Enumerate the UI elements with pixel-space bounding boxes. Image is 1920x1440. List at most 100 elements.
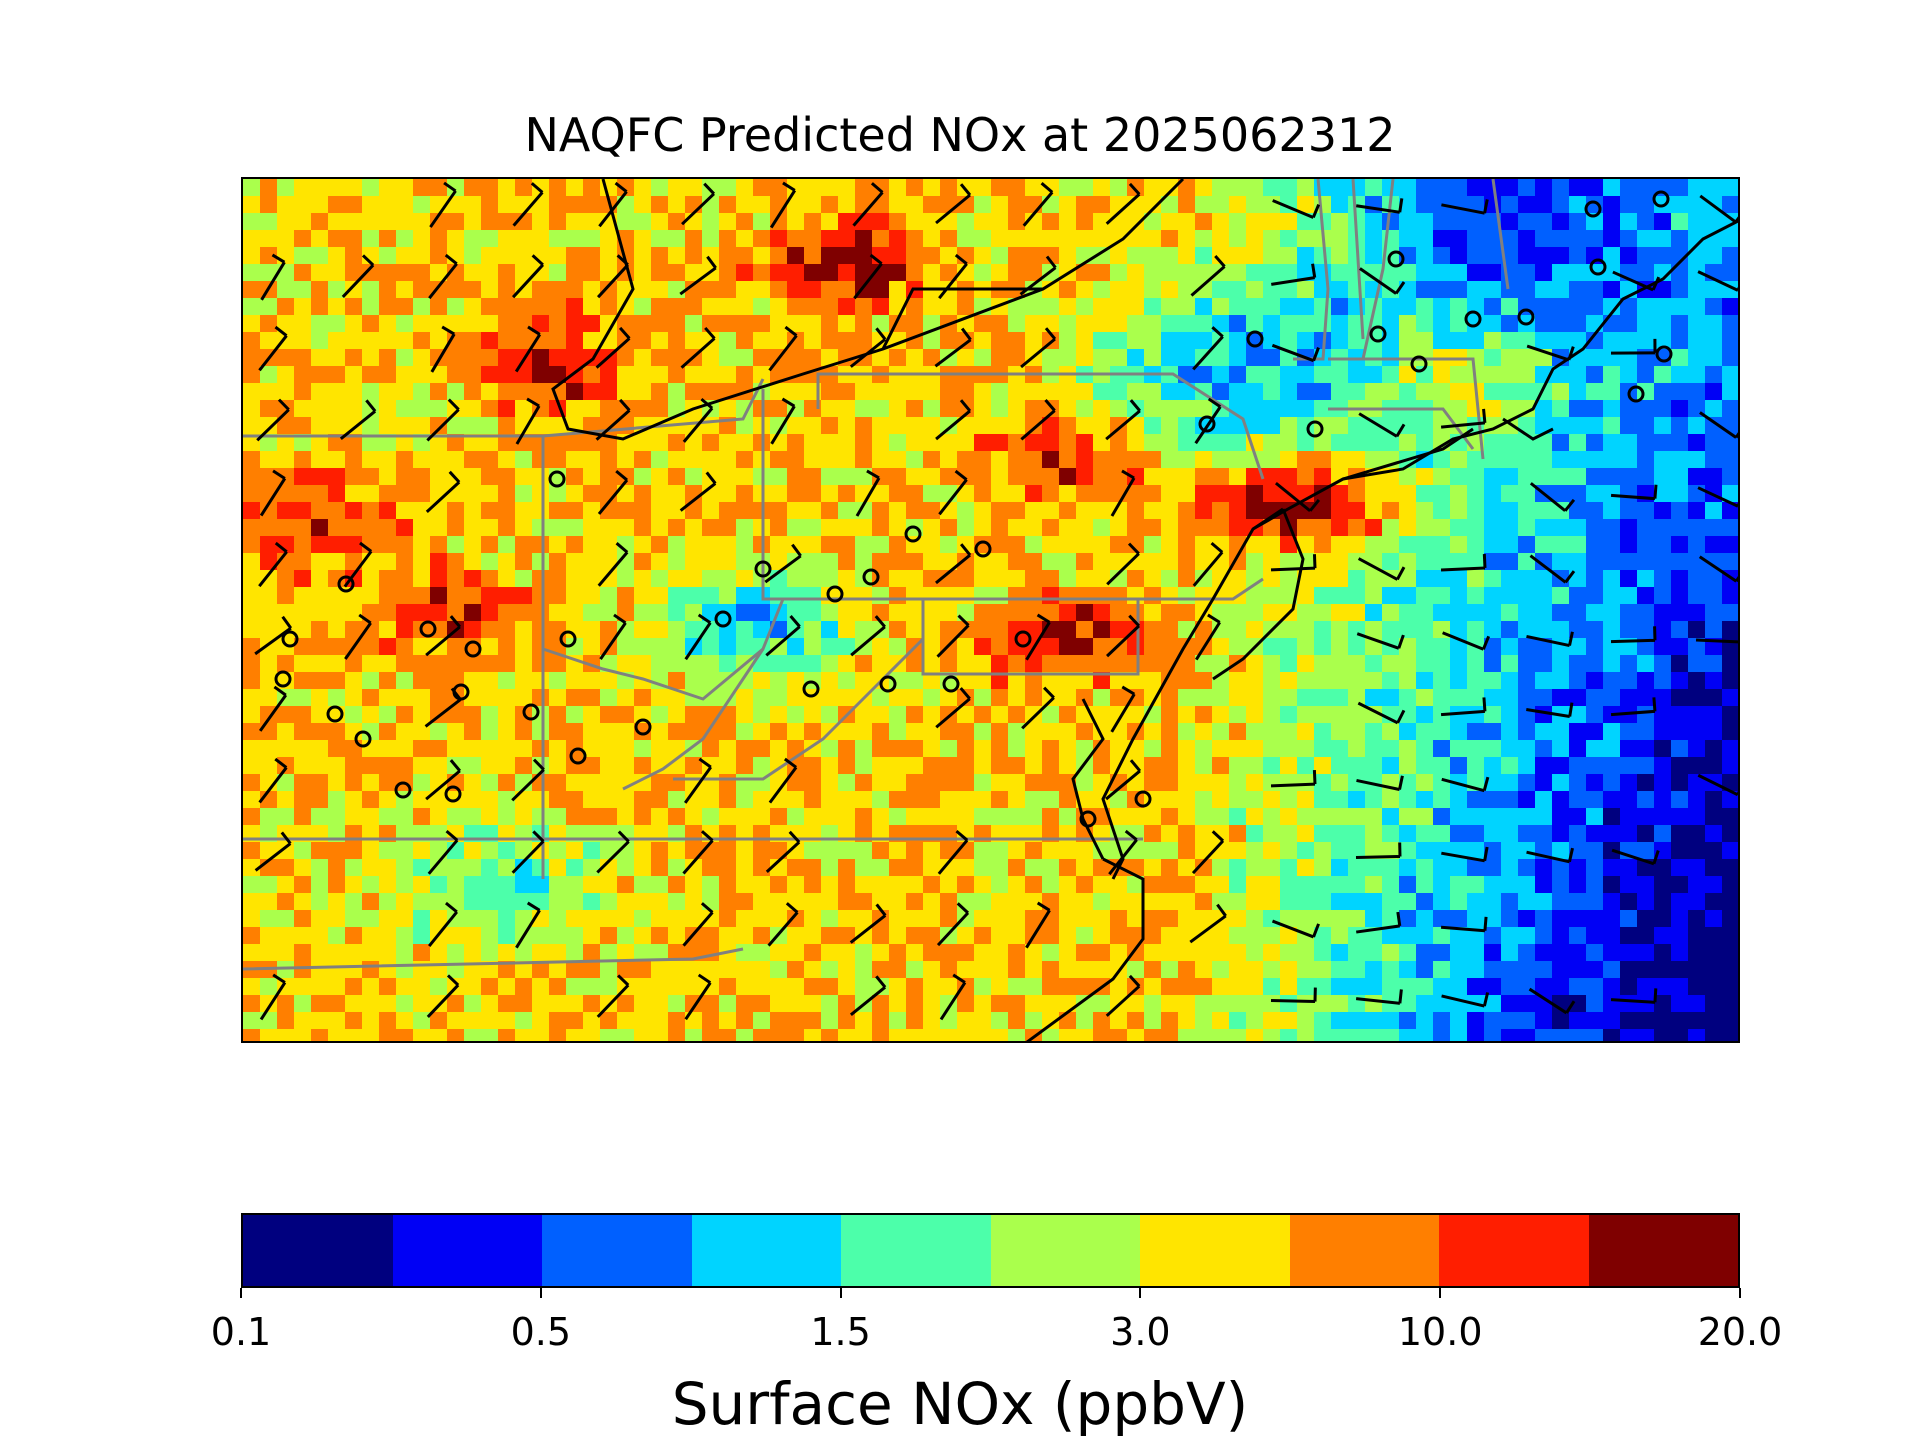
wind-barb — [598, 181, 628, 228]
wind-barb — [849, 327, 887, 368]
wind-barb — [1695, 638, 1738, 644]
station-marker — [559, 630, 577, 648]
wind-barb — [515, 901, 541, 949]
wind-barb — [339, 399, 377, 440]
wind-barb — [1194, 397, 1222, 445]
wind-barb — [1105, 974, 1141, 1017]
colorbar-tick — [1739, 1288, 1741, 1298]
wind-barb — [512, 182, 544, 227]
colorbar-tick — [1439, 1288, 1442, 1298]
wind-barb — [1697, 486, 1738, 508]
wind-barb — [681, 182, 716, 226]
colorbar-tick — [1139, 1288, 1142, 1298]
wind-barb — [683, 757, 713, 804]
wind-barb — [1355, 842, 1402, 859]
wind-barb — [1108, 829, 1138, 876]
wind-barb — [595, 398, 631, 441]
colorbar-segment — [392, 1215, 542, 1286]
colorbar-tick-label: 0.5 — [510, 1310, 572, 1354]
wind-barb — [938, 253, 968, 300]
wind-barb — [1697, 773, 1738, 797]
wind-barb — [511, 758, 545, 802]
wind-barb — [1440, 916, 1488, 933]
wind-barb — [849, 903, 887, 944]
station-marker — [754, 560, 772, 578]
station-marker — [1627, 385, 1645, 403]
wind-barb — [260, 253, 286, 301]
wind-barb — [1441, 846, 1489, 863]
wind-barb — [680, 326, 716, 369]
colorbar-segment — [1140, 1215, 1290, 1286]
wind-barb — [1699, 194, 1738, 224]
wind-barb — [849, 975, 887, 1017]
nox-field-map — [243, 179, 1738, 1041]
wind-barb — [1440, 697, 1487, 717]
station-marker — [1655, 345, 1673, 363]
station-marker — [1652, 190, 1670, 208]
wind-barb — [1020, 399, 1056, 441]
wind-barb — [426, 974, 460, 1018]
wind-barbs — [254, 181, 1738, 1021]
station-marker — [274, 670, 292, 688]
wind-barb — [1022, 182, 1054, 227]
wind-barb — [511, 254, 545, 299]
wind-barb — [1190, 254, 1226, 297]
wind-barb — [1699, 411, 1738, 439]
colorbar-tick — [539, 1288, 542, 1298]
wind-barb — [597, 469, 629, 515]
wind-barb — [254, 831, 292, 872]
wind-barb — [1358, 412, 1406, 438]
wind-barb — [935, 183, 972, 225]
station-marker — [1369, 325, 1387, 343]
wind-barb — [1270, 554, 1317, 572]
wind-barb — [515, 397, 541, 445]
wind-barb — [936, 614, 970, 658]
wind-barb — [1357, 701, 1406, 725]
wind-barb — [767, 902, 799, 947]
station-marker — [452, 683, 470, 701]
colorbar-tick — [839, 1288, 842, 1298]
station-marker — [1464, 310, 1482, 328]
station-marker — [569, 747, 587, 765]
wind-barb — [1356, 775, 1404, 792]
coastlines — [551, 179, 1738, 1041]
wind-barb — [1270, 987, 1317, 1004]
wind-barb — [599, 613, 627, 660]
wind-barb — [1359, 267, 1406, 295]
station-marker — [1246, 330, 1264, 348]
wind-barb — [1442, 631, 1491, 651]
station-marker — [1584, 200, 1602, 218]
station-marker — [826, 585, 844, 603]
wind-barb — [1195, 613, 1221, 661]
wind-barb — [684, 613, 712, 661]
wind-barb — [1271, 263, 1317, 286]
colorbar-segment — [990, 1215, 1140, 1286]
colorbar-segment — [1588, 1215, 1738, 1286]
wind-barb — [1019, 255, 1057, 296]
wind-barb — [935, 399, 972, 441]
wind-barb — [765, 830, 801, 874]
wind-barb — [1271, 343, 1320, 363]
wind-barb — [430, 325, 456, 373]
wind-barb — [1610, 338, 1657, 355]
wind-barb — [425, 759, 462, 801]
wind-barb — [596, 830, 630, 874]
wind-barb — [1610, 626, 1657, 644]
state-boundaries — [243, 179, 1510, 971]
station-marker — [419, 620, 437, 638]
wind-barb — [1528, 987, 1576, 1015]
station-marker — [522, 703, 540, 721]
wind-barb — [426, 398, 460, 442]
colorbar-segment — [1289, 1215, 1439, 1286]
station-marker — [354, 730, 372, 748]
wind-barb — [1610, 697, 1657, 717]
wind-barb — [1106, 542, 1140, 586]
wind-barb — [343, 541, 373, 588]
wind-barb — [1105, 759, 1142, 801]
wind-barb — [765, 615, 801, 657]
wind-barb — [1611, 848, 1660, 866]
colorbar-segment — [841, 1215, 991, 1286]
colorbar-segment — [1439, 1215, 1589, 1286]
map-panel — [241, 177, 1740, 1043]
wind-barb — [428, 253, 458, 300]
